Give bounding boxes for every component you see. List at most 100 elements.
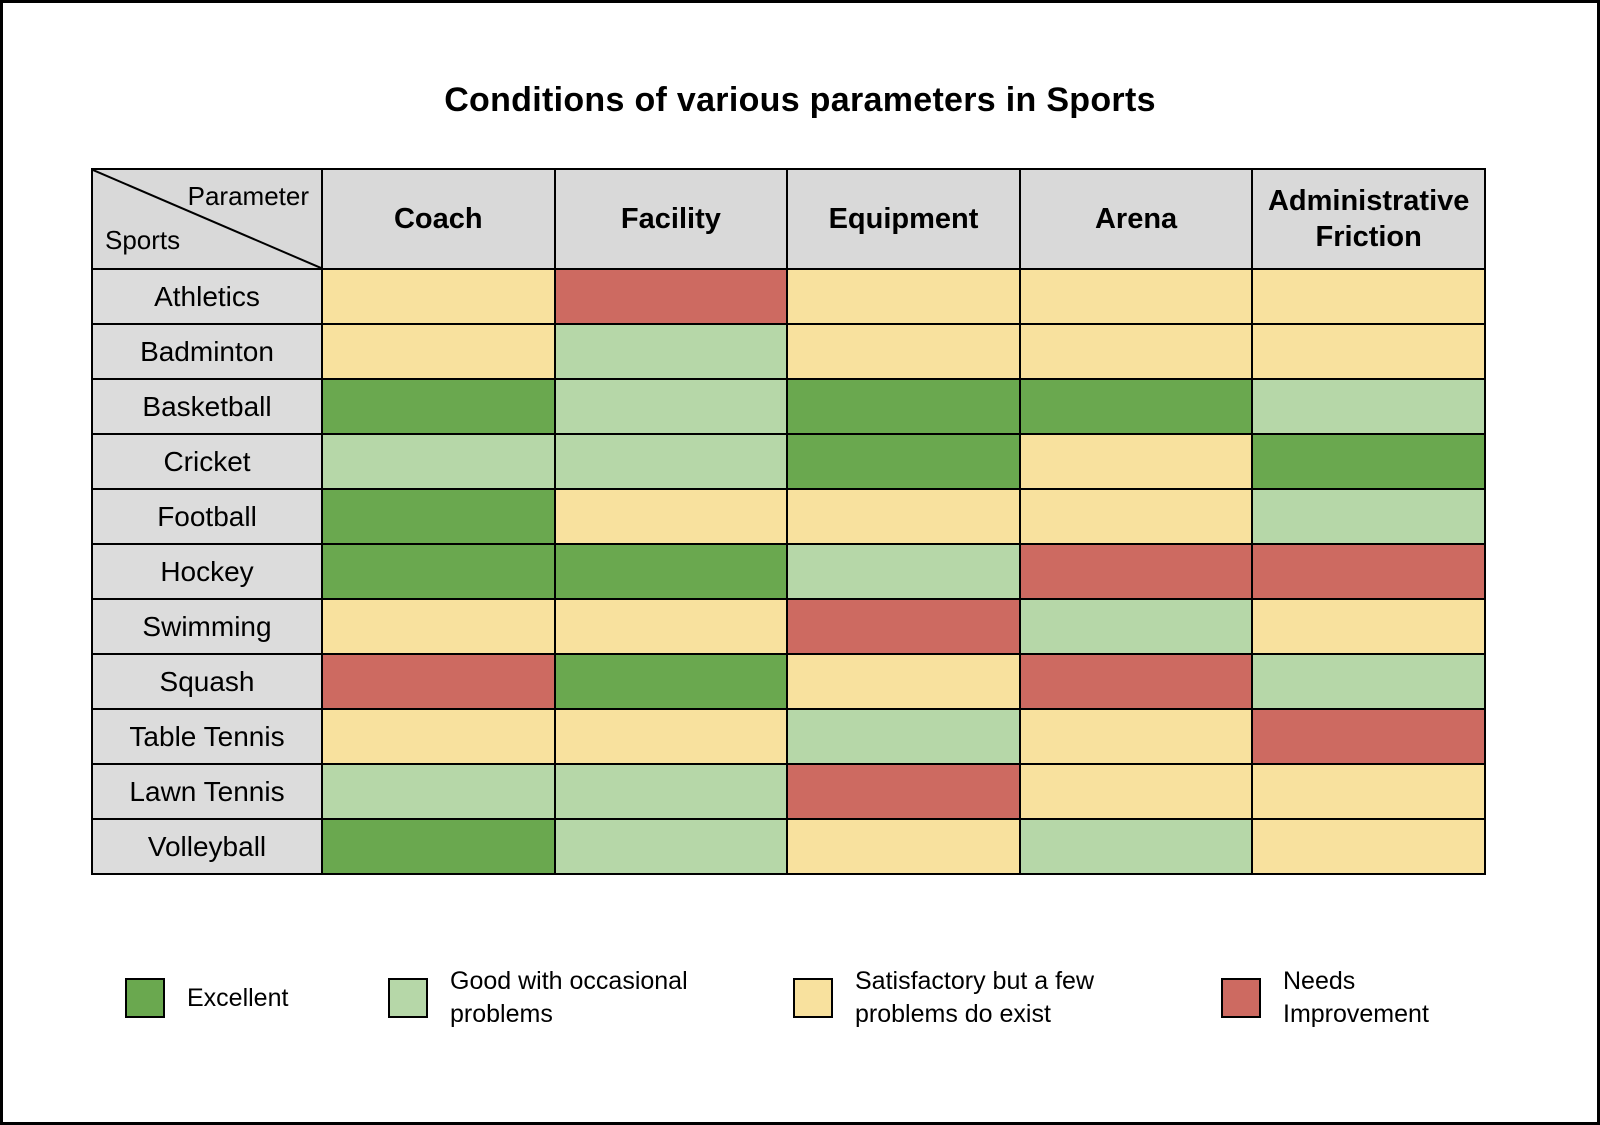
row-label: Lawn Tennis: [91, 763, 323, 820]
grid-cell-satisfactory: [1018, 323, 1254, 380]
table-row: Volleyball: [91, 818, 1486, 875]
grid-cell-satisfactory: [1018, 433, 1254, 490]
grid-cell-needs: [1018, 543, 1254, 600]
table-row: Hockey: [91, 543, 1486, 600]
legend-swatch-excellent: [125, 978, 165, 1018]
grid-cell-excellent: [321, 543, 556, 600]
grid-cell-good: [321, 433, 556, 490]
column-header: Coach: [321, 168, 556, 270]
column-header: Facility: [553, 168, 789, 270]
grid-cell-satisfactory: [1251, 598, 1486, 655]
row-label: Football: [91, 488, 323, 545]
grid-cell-excellent: [786, 378, 1021, 435]
grid-cell-needs: [786, 598, 1021, 655]
legend-item-needs: Needs Improvement: [1221, 965, 1458, 1031]
legend-item-good: Good with occasional problems: [388, 965, 793, 1031]
legend-label: Needs Improvement: [1283, 967, 1429, 1028]
grid-cell-satisfactory: [553, 488, 789, 545]
table-row: Badminton: [91, 323, 1486, 380]
legend-label: Satisfactory but a few problems do exist: [855, 967, 1095, 1028]
grid-cell-good: [321, 763, 556, 820]
grid-cell-satisfactory: [321, 598, 556, 655]
grid-cell-excellent: [553, 653, 789, 710]
grid-cell-good: [553, 433, 789, 490]
grid-cell-excellent: [321, 818, 556, 875]
grid-cell-needs: [1251, 708, 1486, 765]
grid-cell-satisfactory: [553, 598, 789, 655]
grid-cell-needs: [1251, 543, 1486, 600]
grid-cell-satisfactory: [1018, 763, 1254, 820]
grid-cell-excellent: [786, 433, 1021, 490]
column-header: Arena: [1018, 168, 1254, 270]
row-label: Swimming: [91, 598, 323, 655]
legend-label: Good with occasional problems: [450, 967, 688, 1028]
grid-cell-good: [553, 378, 789, 435]
grid-cell-satisfactory: [786, 268, 1021, 325]
table-row: Swimming: [91, 598, 1486, 655]
grid-cell-satisfactory: [321, 268, 556, 325]
grid-cell-satisfactory: [1251, 323, 1486, 380]
corner-parameter-label: Parameter: [187, 181, 309, 211]
table-row: Football: [91, 488, 1486, 545]
table-row: Table Tennis: [91, 708, 1486, 765]
grid-cell-good: [1251, 378, 1486, 435]
grid-cell-excellent: [1251, 433, 1486, 490]
legend-swatch-good: [388, 978, 428, 1018]
table-row: Cricket: [91, 433, 1486, 490]
grid-cell-excellent: [553, 543, 789, 600]
grid-cell-good: [553, 818, 789, 875]
legend-swatch-needs: [1221, 978, 1261, 1018]
grid-cell-needs: [321, 653, 556, 710]
legend: Excellent Good with occasional problems Sa…: [125, 965, 1597, 1031]
column-header: Equipment: [786, 168, 1021, 270]
diagonal-divider-line: [93, 170, 321, 268]
grid-cell-satisfactory: [321, 323, 556, 380]
conditions-table: Parameter Sports Coach Facility Equipment A…: [91, 168, 1486, 875]
row-label: Basketball: [91, 378, 323, 435]
grid-cell-good: [553, 763, 789, 820]
grid-cell-satisfactory: [1018, 268, 1254, 325]
header-row: Parameter Sports Coach Facility Equipment A…: [91, 168, 1486, 270]
row-label: Cricket: [91, 433, 323, 490]
grid-cell-needs: [1018, 653, 1254, 710]
grid-cell-satisfactory: [1018, 708, 1254, 765]
grid-cell-satisfactory: [1251, 268, 1486, 325]
grid-cell-good: [553, 323, 789, 380]
table-row: Squash: [91, 653, 1486, 710]
page-title: Conditions of various parameters in Spor…: [444, 81, 1156, 119]
grid-cell-good: [1018, 818, 1254, 875]
grid-cell-good: [1251, 488, 1486, 545]
grid-cell-good: [1018, 598, 1254, 655]
legend-item-satisfactory: Satisfactory but a few problems do exist: [793, 965, 1221, 1031]
row-label: Athletics: [91, 268, 323, 325]
grid-cell-satisfactory: [786, 653, 1021, 710]
legend-item-excellent: Excellent: [125, 978, 388, 1018]
grid-cell-needs: [786, 763, 1021, 820]
legend-label: Excellent: [187, 983, 289, 1012]
grid-cell-satisfactory: [1018, 488, 1254, 545]
grid-cell-satisfactory: [786, 323, 1021, 380]
row-label: Hockey: [91, 543, 323, 600]
grid-cell-satisfactory: [553, 708, 789, 765]
table-row: Athletics: [91, 268, 1486, 325]
row-label: Badminton: [91, 323, 323, 380]
corner-cell: Parameter Sports: [91, 168, 323, 270]
grid-cell-good: [786, 708, 1021, 765]
row-label: Volleyball: [91, 818, 323, 875]
grid-cell-good: [1251, 653, 1486, 710]
grid-cell-satisfactory: [1251, 763, 1486, 820]
table-row: Basketball: [91, 378, 1486, 435]
grid-cell-good: [786, 543, 1021, 600]
column-header: Administrative Friction: [1251, 168, 1486, 270]
grid-cell-satisfactory: [786, 488, 1021, 545]
grid-cell-excellent: [321, 378, 556, 435]
grid-cell-needs: [553, 268, 789, 325]
table-row: Lawn Tennis: [91, 763, 1486, 820]
corner-sports-label: Sports: [105, 224, 181, 255]
grid-cell-excellent: [321, 488, 556, 545]
row-label: Squash: [91, 653, 323, 710]
grid-cell-excellent: [1018, 378, 1254, 435]
row-label: Table Tennis: [91, 708, 323, 765]
grid-cell-satisfactory: [321, 708, 556, 765]
